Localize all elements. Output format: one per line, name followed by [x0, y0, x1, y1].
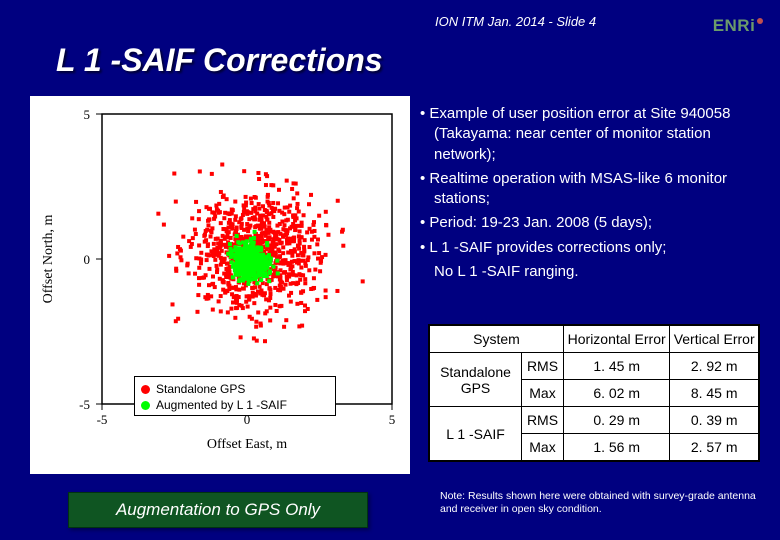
logo-text: ENRi: [713, 16, 756, 36]
svg-text:-5: -5: [79, 397, 90, 412]
svg-text:5: 5: [389, 412, 396, 427]
bullet-item: L 1 -SAIF provides corrections only;: [420, 238, 760, 258]
chart-legend: Standalone GPS Augmented by L 1 -SAIF: [134, 376, 336, 416]
bullet-item: Realtime operation with MSAS-like 6 moni…: [420, 169, 760, 210]
legend-row: Augmented by L 1 -SAIF: [141, 397, 329, 413]
header-note: ION ITM Jan. 2014 - Slide 4: [435, 14, 596, 29]
svg-text:Offset East, m: Offset East, m: [207, 437, 287, 452]
svg-text:0: 0: [84, 252, 91, 267]
caption-box: Augmentation to GPS Only: [68, 492, 368, 528]
footnote: Note: Results shown here were obtained w…: [440, 490, 760, 515]
scatter-chart: -505-505Offset East, mOffset North, m: [30, 96, 410, 474]
legend-marker-icon: [141, 401, 150, 410]
bullet-item-sub: No L 1 -SAIF ranging.: [420, 262, 760, 282]
svg-text:-5: -5: [97, 412, 108, 427]
caption-text: Augmentation to GPS Only: [116, 500, 320, 520]
legend-row: Standalone GPS: [141, 381, 329, 397]
legend-label: Augmented by L 1 -SAIF: [156, 398, 287, 412]
error-table: SystemHorizontal ErrorVertical ErrorStan…: [428, 324, 760, 462]
svg-text:Offset North, m: Offset North, m: [41, 215, 56, 304]
logo: ENRi: [710, 10, 766, 42]
logo-dot-icon: [757, 18, 763, 24]
bullet-item: Period: 19-23 Jan. 2008 (5 days);: [420, 213, 760, 233]
page-title: L 1 -SAIF Corrections: [56, 42, 383, 79]
legend-marker-icon: [141, 385, 150, 394]
bullet-list: Example of user position error at Site 9…: [420, 104, 760, 286]
legend-label: Standalone GPS: [156, 382, 245, 396]
svg-text:5: 5: [84, 107, 91, 122]
bullet-item: Example of user position error at Site 9…: [420, 104, 760, 165]
